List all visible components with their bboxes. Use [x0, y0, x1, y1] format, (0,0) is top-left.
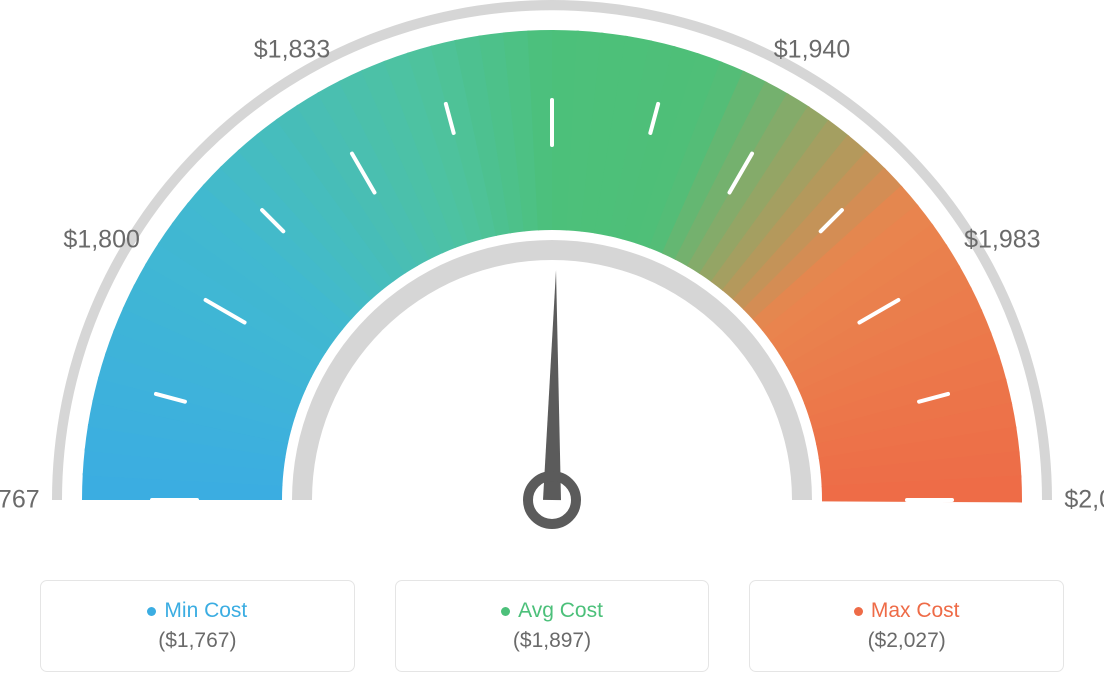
legend-row: Min Cost ($1,767) Avg Cost ($1,897) Max …: [0, 580, 1104, 690]
legend-dot-min: [147, 607, 156, 616]
legend-dot-avg: [501, 607, 510, 616]
legend-value-min: ($1,767): [158, 629, 236, 653]
gauge-tick-label: $1,940: [774, 35, 850, 64]
legend-value-avg: ($1,897): [513, 629, 591, 653]
legend-card-avg: Avg Cost ($1,897): [395, 580, 710, 672]
gauge-container: $1,767$1,800$1,833$1,897$1,940$1,983$2,0…: [0, 0, 1104, 560]
legend-label-min: Min Cost: [164, 599, 247, 623]
gauge-tick-label: $2,027: [1064, 486, 1104, 515]
legend-title-min: Min Cost: [147, 599, 247, 623]
legend-title-avg: Avg Cost: [501, 599, 603, 623]
legend-value-max: ($2,027): [868, 629, 946, 653]
legend-label-avg: Avg Cost: [518, 599, 603, 623]
gauge-tick-label: $1,833: [254, 35, 330, 64]
legend-label-max: Max Cost: [871, 599, 960, 623]
legend-card-min: Min Cost ($1,767): [40, 580, 355, 672]
gauge-tick-label: $1,983: [964, 226, 1040, 255]
gauge-tick-label: $1,767: [0, 486, 40, 515]
gauge-tick-label: $1,800: [63, 226, 139, 255]
legend-card-max: Max Cost ($2,027): [749, 580, 1064, 672]
legend-title-max: Max Cost: [854, 599, 960, 623]
gauge-svg: [0, 0, 1104, 560]
legend-dot-max: [854, 607, 863, 616]
